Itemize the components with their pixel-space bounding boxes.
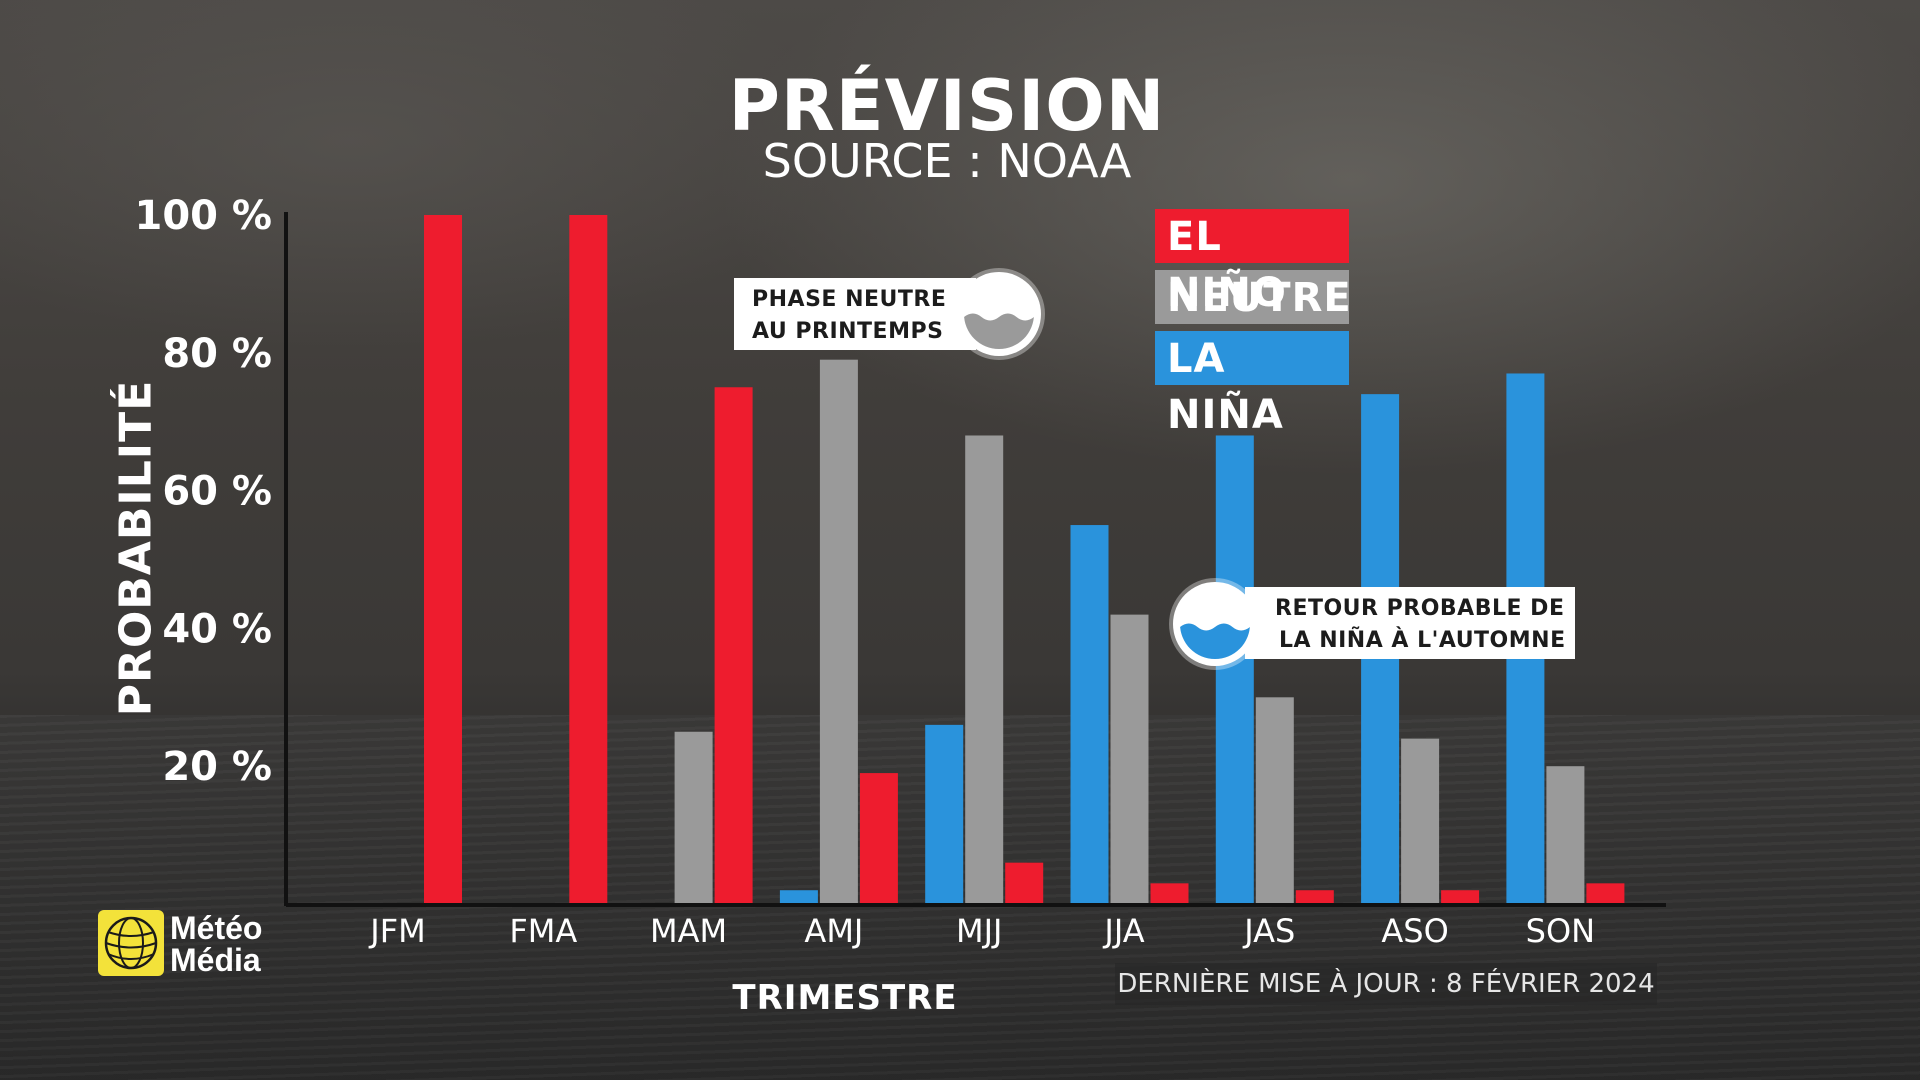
y-tick-label: 80 %: [162, 331, 272, 377]
y-tick-label: 60 %: [162, 469, 272, 515]
bar-amj-el-niño: [859, 773, 898, 904]
callout-spring: PHASE NEUTRE AU PRINTEMPS: [734, 278, 976, 350]
callout-spring-line2: AU PRINTEMPS: [752, 319, 944, 344]
bar-son-el-niño: [1586, 883, 1625, 904]
callout-autumn-line2: LA NIÑA À L'AUTOMNE: [1279, 628, 1566, 653]
callout-autumn: RETOUR PROBABLE DE LA NIÑA À L'AUTOMNE: [1245, 587, 1575, 659]
x-tick-label: SON: [1526, 912, 1595, 950]
x-tick-label: ASO: [1381, 912, 1448, 950]
legend: EL NIÑO NEUTRE LA NIÑA: [1155, 209, 1351, 438]
bar-mam-el-niño: [714, 387, 753, 904]
y-axis-title: PROBABILITÉ: [110, 379, 162, 717]
x-tick-label: MAM: [650, 912, 727, 950]
callout-autumn-line1: RETOUR PROBABLE DE: [1275, 596, 1565, 621]
bar-fma-el-niño: [569, 215, 608, 904]
bar-jas-el-niño: [1295, 890, 1334, 904]
chart-title: PRÉVISION: [728, 65, 1166, 147]
x-tick-label: JJA: [1102, 912, 1144, 950]
bar-jja-la-niña: [1070, 525, 1109, 904]
bar-mjj-la-niña: [925, 724, 964, 904]
x-tick-label: FMA: [509, 912, 577, 950]
bar-amj-neutre: [819, 359, 858, 904]
bars-group: [424, 215, 1625, 905]
x-tick-label: MJJ: [956, 912, 1002, 950]
x-axis-ticks: JFM FMA MAM AMJ MJJ JJA JAS ASO SON: [368, 912, 1595, 950]
y-axis-ticks: 20 % 40 % 60 % 80 % 100 %: [135, 193, 273, 790]
meteomedia-logo: Météo Média: [98, 910, 278, 980]
logo-word-meteo: Météo: [170, 910, 263, 946]
bar-amj-la-niña: [779, 890, 818, 904]
y-tick-label: 100 %: [135, 193, 273, 239]
water-wave-icon: [1173, 582, 1257, 666]
bar-jja-el-niño: [1150, 883, 1189, 904]
bar-aso-el-niño: [1441, 890, 1480, 904]
bar-jas-la-niña: [1215, 435, 1254, 904]
bar-aso-neutre: [1401, 738, 1440, 904]
callout-spring-line1: PHASE NEUTRE: [752, 287, 947, 312]
globe-icon: [98, 910, 164, 976]
bar-mam-neutre: [674, 731, 713, 904]
legend-el-nino: EL NIÑO: [1155, 209, 1349, 316]
y-tick-label: 40 %: [162, 606, 272, 652]
bar-jfm-el-niño: [424, 215, 462, 904]
bar-mjj-neutre: [965, 435, 1004, 904]
bar-son-neutre: [1546, 766, 1585, 904]
x-axis-title: TRIMESTRE: [732, 978, 958, 1018]
water-wave-icon: [957, 272, 1041, 356]
x-tick-label: JFM: [368, 912, 425, 950]
x-tick-label: AMJ: [804, 912, 863, 950]
chart-subtitle: SOURCE : NOAA: [762, 134, 1132, 188]
y-tick-label: 20 %: [162, 744, 272, 790]
logo-word-media: Média: [170, 942, 261, 978]
x-tick-label: JAS: [1242, 912, 1295, 950]
legend-la-nina: LA NIÑA: [1155, 331, 1349, 438]
bar-mjj-el-niño: [1005, 862, 1044, 904]
last-updated: DERNIÈRE MISE À JOUR : 8 FÉVRIER 2024: [1115, 963, 1657, 1005]
legend-neutre: NEUTRE: [1155, 270, 1351, 324]
bar-jas-neutre: [1255, 697, 1294, 904]
bar-jja-neutre: [1110, 614, 1149, 904]
